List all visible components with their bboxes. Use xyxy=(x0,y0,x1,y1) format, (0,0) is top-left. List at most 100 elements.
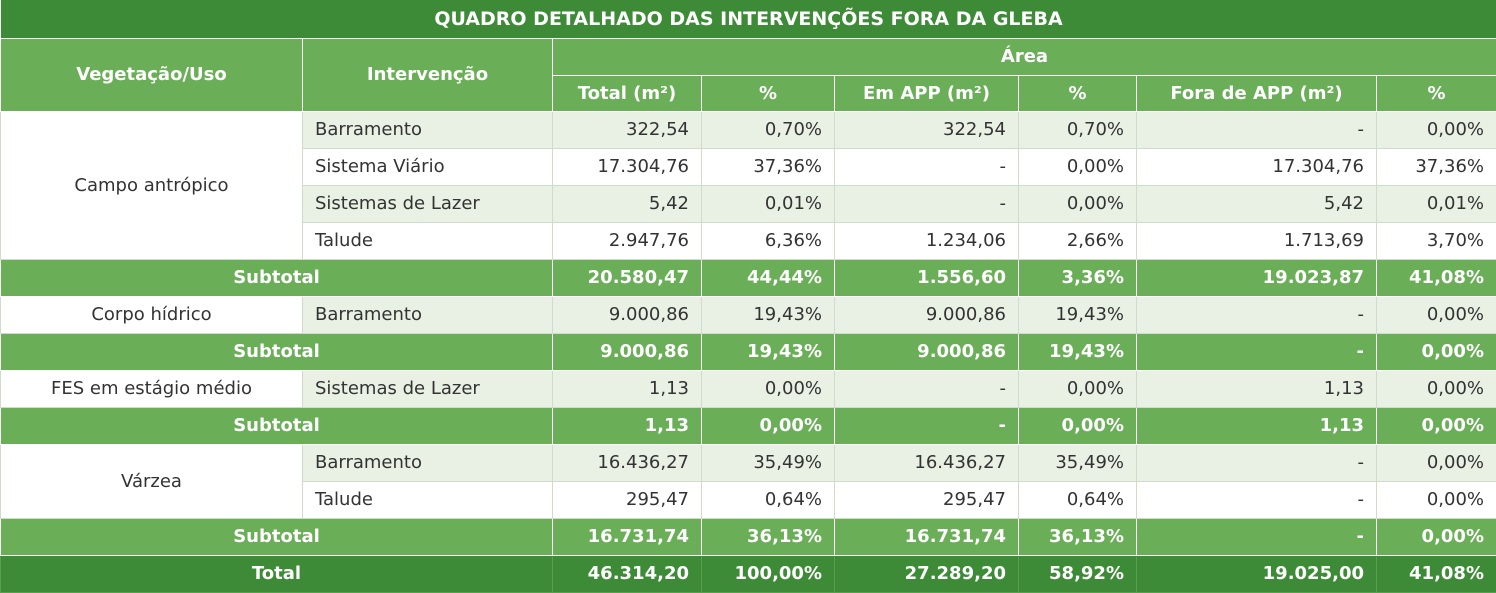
value-cell: 6,36% xyxy=(702,222,835,259)
value-cell: 0,00% xyxy=(1019,370,1137,407)
value-cell: 17.304,76 xyxy=(553,148,702,185)
subtotal-label: Subtotal xyxy=(1,259,553,296)
subtotal-value: 19,43% xyxy=(1019,333,1137,370)
value-cell: - xyxy=(1137,296,1377,333)
value-cell: - xyxy=(1137,111,1377,148)
value-cell: 0,00% xyxy=(702,370,835,407)
intervencao-cell: Talude xyxy=(303,222,553,259)
value-cell: 0,70% xyxy=(1019,111,1137,148)
value-cell: 1.713,69 xyxy=(1137,222,1377,259)
value-cell: 19,43% xyxy=(1019,296,1137,333)
subtotal-value: 0,00% xyxy=(1019,407,1137,444)
subtotal-value: 19.023,87 xyxy=(1137,259,1377,296)
value-cell: 1,13 xyxy=(1137,370,1377,407)
value-cell: 0,64% xyxy=(1019,481,1137,518)
value-cell: 295,47 xyxy=(835,481,1019,518)
subtotal-value: 19,43% xyxy=(702,333,835,370)
intervencao-cell: Sistema Viário xyxy=(303,148,553,185)
total-value: 41,08% xyxy=(1377,555,1496,592)
value-cell: 2.947,76 xyxy=(553,222,702,259)
header-area: Área xyxy=(553,38,1496,75)
subtotal-value: 1,13 xyxy=(1137,407,1377,444)
subtotal-value: 16.731,74 xyxy=(553,518,702,555)
vegetacao-cell: Várzea xyxy=(1,444,303,518)
subtotal-value: - xyxy=(835,407,1019,444)
value-cell: 9.000,86 xyxy=(553,296,702,333)
value-cell: 17.304,76 xyxy=(1137,148,1377,185)
value-cell: 322,54 xyxy=(835,111,1019,148)
value-cell: 5,42 xyxy=(1137,185,1377,222)
value-cell: 2,66% xyxy=(1019,222,1137,259)
subtotal-value: 36,13% xyxy=(1019,518,1137,555)
table-title: QUADRO DETALHADO DAS INTERVENÇÕES FORA D… xyxy=(1,0,1496,38)
header-vegetacao: Vegetação/Uso xyxy=(1,38,303,111)
subtotal-value: - xyxy=(1137,518,1377,555)
subtotal-value: 1,13 xyxy=(553,407,702,444)
vegetacao-cell: Campo antrópico xyxy=(1,111,303,259)
intervencao-cell: Sistemas de Lazer xyxy=(303,370,553,407)
header-pct-fora: % xyxy=(1377,75,1496,111)
subtotal-value: 0,00% xyxy=(1377,518,1496,555)
intervencao-cell: Talude xyxy=(303,481,553,518)
subtotal-value: 0,00% xyxy=(1377,407,1496,444)
value-cell: 1,13 xyxy=(553,370,702,407)
subtotal-value: 0,00% xyxy=(702,407,835,444)
total-value: 27.289,20 xyxy=(835,555,1019,592)
value-cell: 0,01% xyxy=(702,185,835,222)
header-intervencao: Intervenção xyxy=(303,38,553,111)
intervencao-cell: Barramento xyxy=(303,444,553,481)
header-fora-app: Fora de APP (m²) xyxy=(1137,75,1377,111)
value-cell: - xyxy=(835,185,1019,222)
value-cell: 322,54 xyxy=(553,111,702,148)
value-cell: 0,00% xyxy=(1377,481,1496,518)
header-total-m2: Total (m²) xyxy=(553,75,702,111)
subtotal-value: 0,00% xyxy=(1377,333,1496,370)
header-pct-total: % xyxy=(702,75,835,111)
total-value: 19.025,00 xyxy=(1137,555,1377,592)
value-cell: 35,49% xyxy=(702,444,835,481)
value-cell: 16.436,27 xyxy=(553,444,702,481)
vegetacao-cell: Corpo hídrico xyxy=(1,296,303,333)
subtotal-label: Subtotal xyxy=(1,518,553,555)
value-cell: 0,00% xyxy=(1019,185,1137,222)
subtotal-value: 44,44% xyxy=(702,259,835,296)
value-cell: 0,70% xyxy=(702,111,835,148)
subtotal-value: - xyxy=(1137,333,1377,370)
subtotal-value: 1.556,60 xyxy=(835,259,1019,296)
header-em-app: Em APP (m²) xyxy=(835,75,1019,111)
value-cell: 35,49% xyxy=(1019,444,1137,481)
value-cell: 0,00% xyxy=(1377,296,1496,333)
value-cell: - xyxy=(835,370,1019,407)
value-cell: - xyxy=(835,148,1019,185)
value-cell: 5,42 xyxy=(553,185,702,222)
intervencao-cell: Barramento xyxy=(303,111,553,148)
total-label: Total xyxy=(1,555,553,592)
value-cell: 0,00% xyxy=(1377,444,1496,481)
value-cell: 0,64% xyxy=(702,481,835,518)
value-cell: 0,00% xyxy=(1377,370,1496,407)
subtotal-value: 3,36% xyxy=(1019,259,1137,296)
value-cell: - xyxy=(1137,444,1377,481)
subtotal-value: 16.731,74 xyxy=(835,518,1019,555)
subtotal-value: 9.000,86 xyxy=(835,333,1019,370)
value-cell: 37,36% xyxy=(1377,148,1496,185)
value-cell: 0,00% xyxy=(1019,148,1137,185)
total-value: 46.314,20 xyxy=(553,555,702,592)
value-cell: 0,01% xyxy=(1377,185,1496,222)
subtotal-value: 36,13% xyxy=(702,518,835,555)
value-cell: 37,36% xyxy=(702,148,835,185)
total-value: 100,00% xyxy=(702,555,835,592)
subtotal-value: 41,08% xyxy=(1377,259,1496,296)
intervencao-cell: Barramento xyxy=(303,296,553,333)
intervencao-cell: Sistemas de Lazer xyxy=(303,185,553,222)
subtotal-label: Subtotal xyxy=(1,333,553,370)
